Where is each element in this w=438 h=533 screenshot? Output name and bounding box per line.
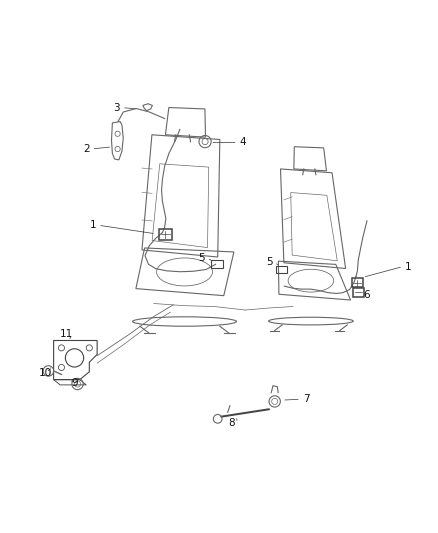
Text: 6: 6 [364,290,370,300]
Text: 1: 1 [405,262,412,271]
Text: 9: 9 [71,378,78,388]
Text: 4: 4 [240,138,246,148]
Text: 10: 10 [39,368,52,378]
Text: 3: 3 [113,103,120,112]
Text: 2: 2 [83,144,89,154]
Text: 1: 1 [89,220,96,230]
Text: 5: 5 [266,257,272,267]
Text: 8: 8 [229,418,235,428]
Text: 5: 5 [198,253,205,263]
Text: 11: 11 [60,329,73,339]
Text: 7: 7 [303,394,309,404]
